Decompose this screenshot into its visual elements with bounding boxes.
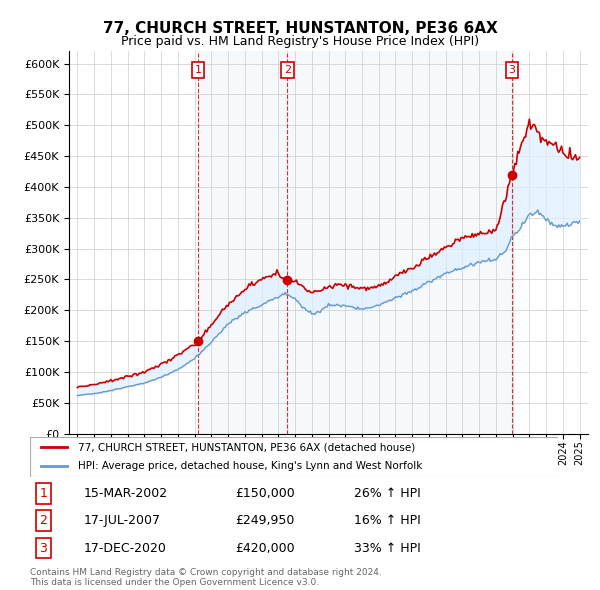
Text: £249,950: £249,950: [235, 514, 295, 527]
FancyBboxPatch shape: [30, 437, 558, 477]
Text: 16% ↑ HPI: 16% ↑ HPI: [354, 514, 421, 527]
Text: 2: 2: [284, 65, 291, 75]
Text: £420,000: £420,000: [235, 542, 295, 555]
Text: 26% ↑ HPI: 26% ↑ HPI: [354, 487, 421, 500]
Text: 3: 3: [508, 65, 515, 75]
Text: 1: 1: [194, 65, 202, 75]
Text: £150,000: £150,000: [235, 487, 295, 500]
Text: 17-JUL-2007: 17-JUL-2007: [84, 514, 161, 527]
Text: 3: 3: [40, 542, 47, 555]
Text: 17-DEC-2020: 17-DEC-2020: [84, 542, 167, 555]
Text: 2: 2: [40, 514, 47, 527]
Text: Contains HM Land Registry data © Crown copyright and database right 2024.
This d: Contains HM Land Registry data © Crown c…: [30, 568, 382, 587]
Text: 15-MAR-2002: 15-MAR-2002: [84, 487, 168, 500]
Text: Price paid vs. HM Land Registry's House Price Index (HPI): Price paid vs. HM Land Registry's House …: [121, 35, 479, 48]
Text: HPI: Average price, detached house, King's Lynn and West Norfolk: HPI: Average price, detached house, King…: [77, 461, 422, 471]
Text: 1: 1: [40, 487, 47, 500]
Bar: [287, 51, 512, 434]
Bar: [198, 51, 287, 434]
Text: 77, CHURCH STREET, HUNSTANTON, PE36 6AX: 77, CHURCH STREET, HUNSTANTON, PE36 6AX: [103, 21, 497, 35]
Text: 77, CHURCH STREET, HUNSTANTON, PE36 6AX (detached house): 77, CHURCH STREET, HUNSTANTON, PE36 6AX …: [77, 442, 415, 453]
Text: 33% ↑ HPI: 33% ↑ HPI: [354, 542, 421, 555]
